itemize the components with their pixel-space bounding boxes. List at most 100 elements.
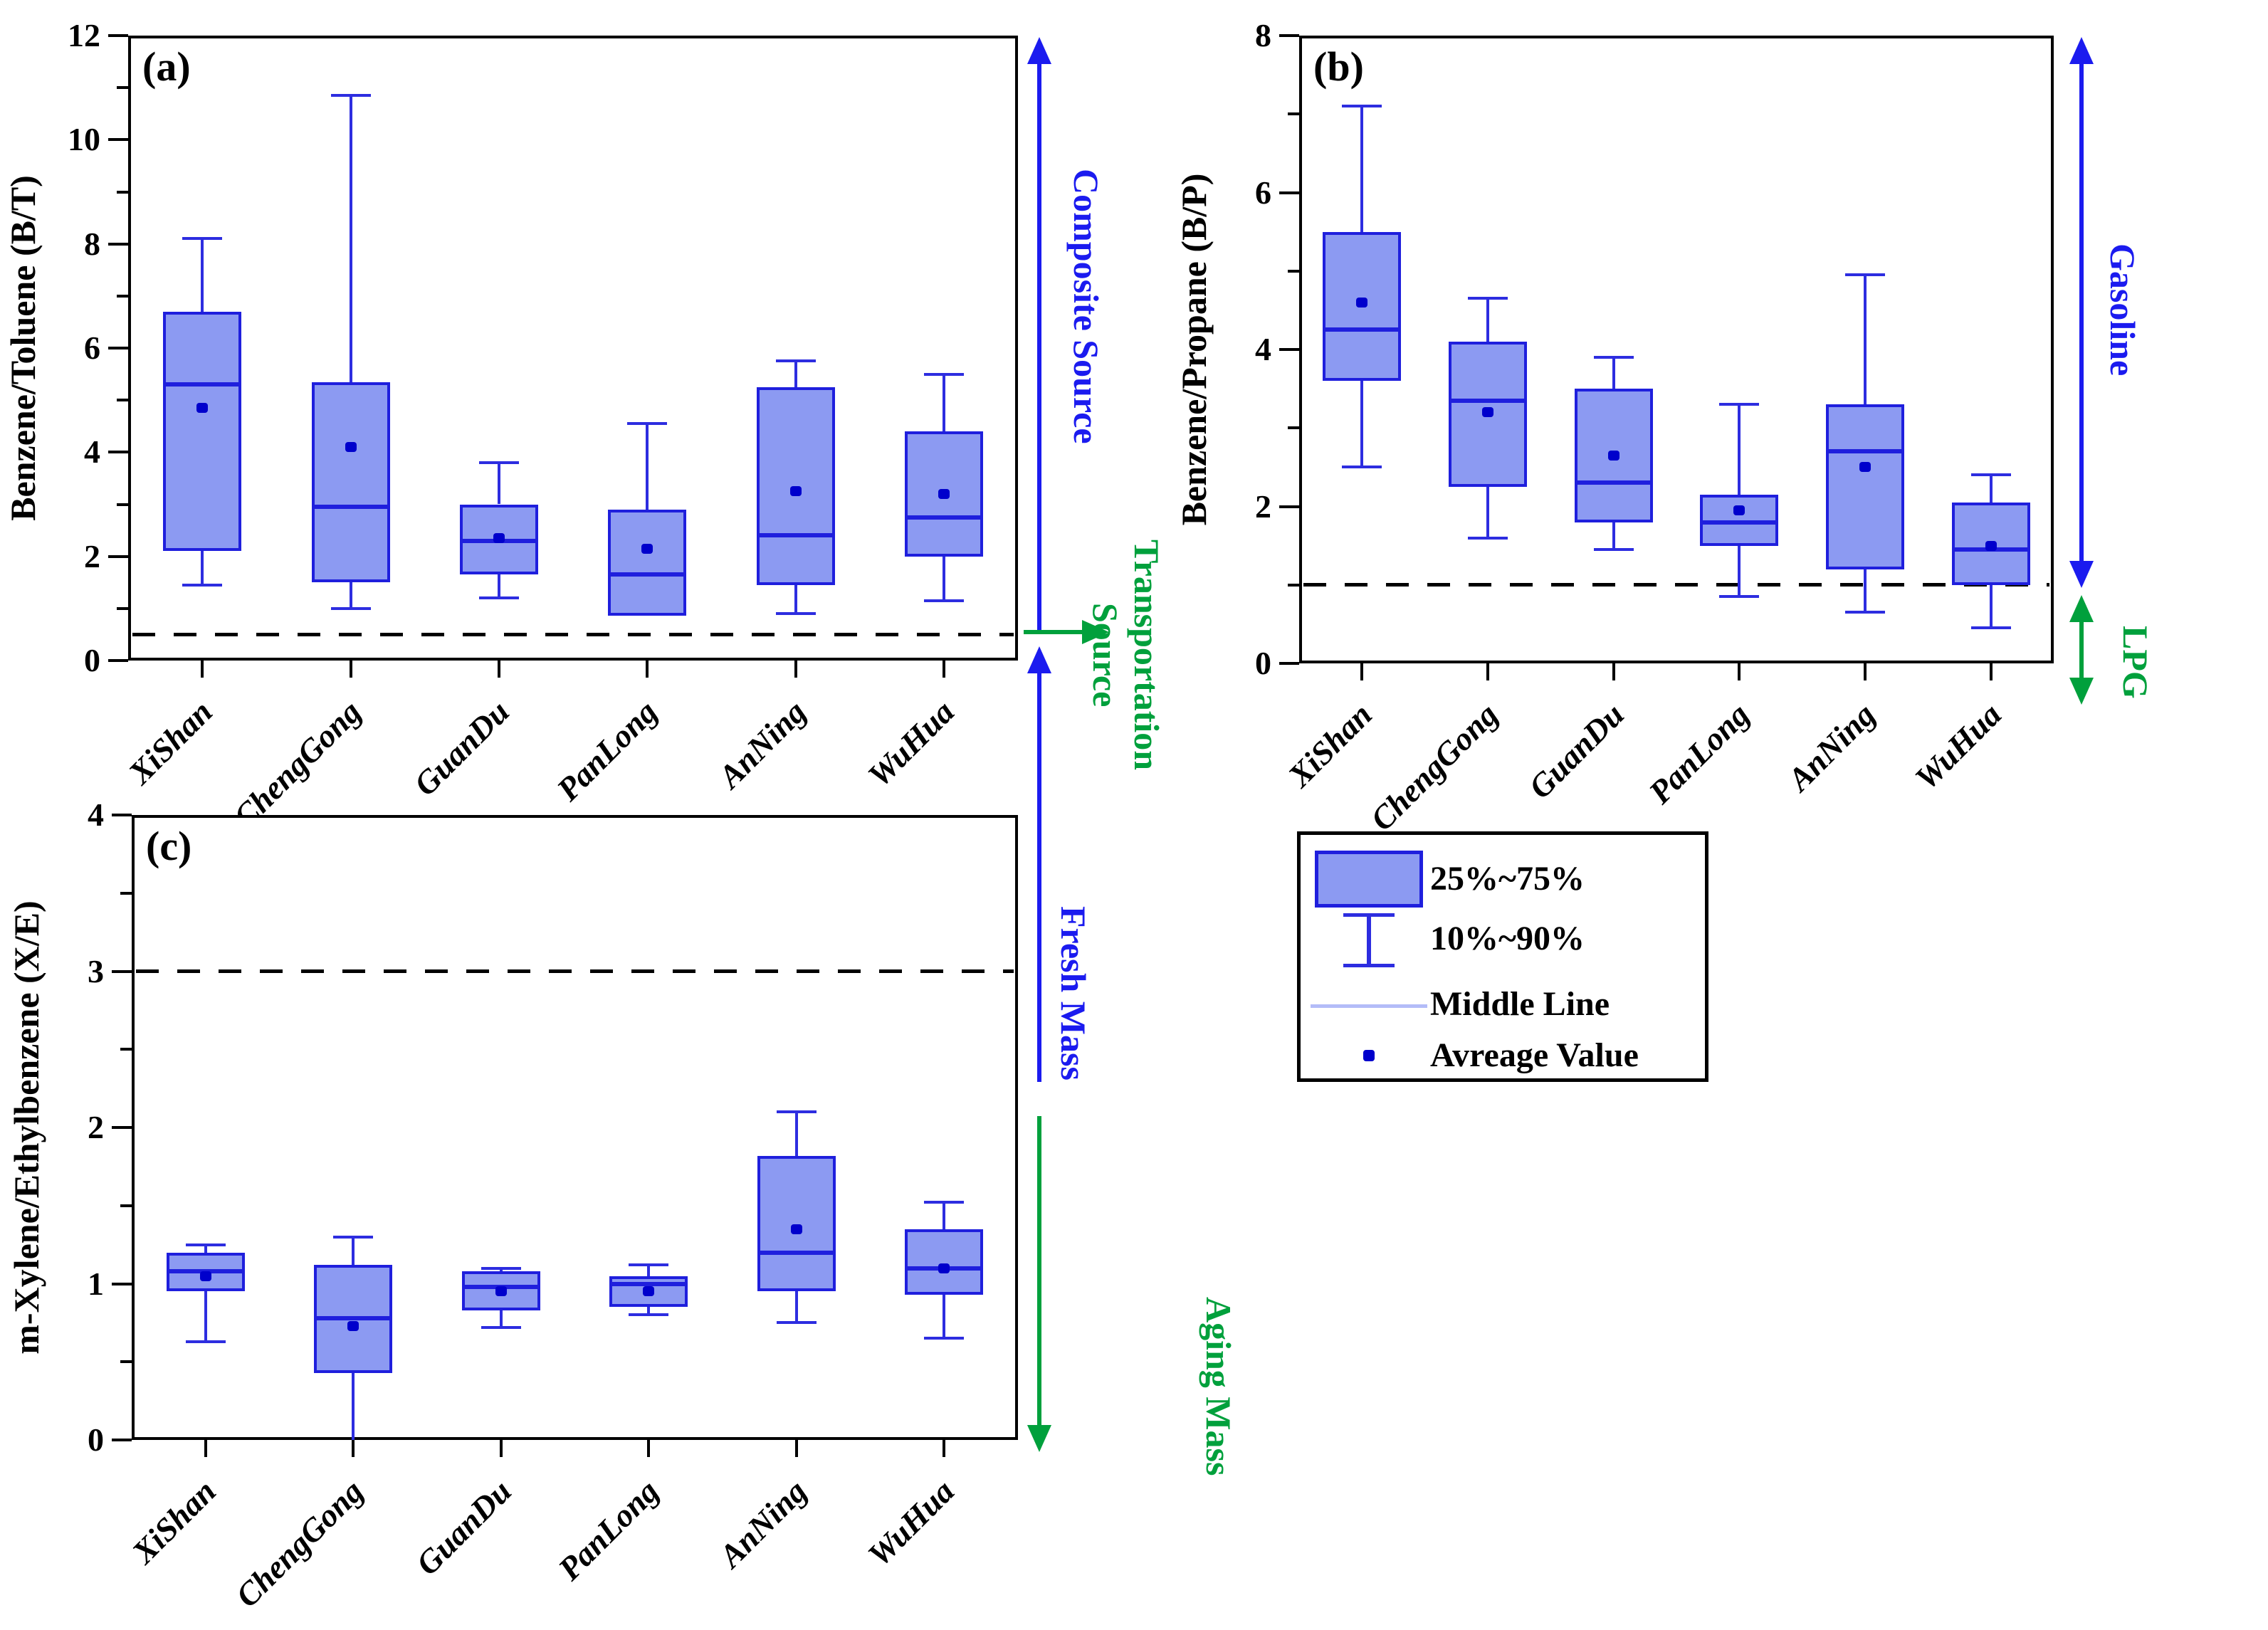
panel-a-tag: (a): [142, 43, 191, 90]
panel-a-frame: [128, 36, 1018, 661]
box-plot-box: [1826, 404, 1904, 569]
whisker-cap: [923, 372, 964, 376]
gasoline-arrowhead-up-icon: [2069, 37, 2094, 64]
whisker: [204, 1291, 207, 1342]
y-minor-tick: [120, 891, 132, 895]
box-plot-box: [905, 1229, 984, 1295]
whisker: [1989, 584, 1993, 629]
median-line: [608, 572, 687, 577]
y-major-tick: [112, 969, 132, 973]
whisker-cap: [1342, 105, 1382, 108]
y-minor-tick: [117, 503, 128, 506]
y-minor-tick: [117, 606, 128, 610]
y-tick-label: 4: [1255, 331, 1271, 367]
whisker: [497, 462, 500, 505]
y-tick-label: 10: [68, 121, 100, 158]
x-tick: [204, 1440, 207, 1457]
y-major-tick: [108, 554, 128, 558]
mean-dot: [790, 1224, 802, 1234]
x-tick: [1989, 663, 1993, 680]
lpg-arrowhead-down-icon: [2069, 678, 2094, 705]
x-tick: [1360, 663, 1364, 680]
median-line: [1826, 449, 1904, 454]
box-plot-box: [311, 382, 390, 583]
whisker: [499, 1268, 503, 1271]
mean-dot: [199, 1271, 211, 1281]
whisker: [497, 574, 500, 599]
whisker: [794, 584, 797, 614]
whisker: [1989, 475, 1993, 503]
whisker-cap: [481, 1266, 521, 1270]
mean-dot: [495, 1286, 507, 1297]
whisker-cap: [481, 1325, 521, 1329]
whisker-cap: [775, 612, 816, 616]
whisker-cap: [185, 1340, 226, 1343]
whisker-cap: [1468, 536, 1508, 540]
transportation-source-label: Transportation Source: [1082, 463, 1167, 847]
whisker: [942, 556, 945, 601]
median-line: [1574, 480, 1653, 485]
whisker: [943, 1202, 946, 1229]
whisker-cap: [629, 1263, 669, 1267]
y-tick-label: 0: [1255, 645, 1271, 681]
median-line: [314, 1315, 393, 1320]
mean-dot: [345, 442, 357, 453]
whisker-cap: [923, 599, 964, 602]
y-major-tick: [108, 659, 128, 662]
panel-c-frame: [132, 815, 1018, 1440]
whisker-cap: [330, 606, 371, 610]
y-minor-tick: [117, 294, 128, 298]
legend-box: 25%~75% 10%~90% Middle Line Avreage Valu…: [1297, 831, 1708, 1082]
median-line: [311, 505, 390, 510]
fresh-mass-arrowhead-up-icon: [1027, 646, 1051, 673]
whisker: [1612, 357, 1615, 389]
mean-dot: [938, 488, 950, 499]
lpg-arrowhead-up-icon: [2069, 595, 2094, 622]
legend-item-label: Middle Line: [1430, 985, 1610, 1023]
whisker-cap: [185, 1243, 226, 1246]
whisker-cap: [478, 461, 519, 464]
y-major-tick: [108, 34, 128, 37]
y-minor-tick: [1288, 112, 1299, 116]
x-tick: [1738, 663, 1741, 680]
y-minor-tick: [120, 1360, 132, 1364]
y-minor-tick: [117, 190, 128, 194]
whisker-cap: [1719, 595, 1760, 599]
panel-b-tag: (b): [1313, 43, 1364, 90]
x-tick: [497, 661, 500, 678]
y-tick-label: 0: [84, 642, 100, 678]
y-tick-label: 2: [84, 537, 100, 574]
x-tick: [794, 661, 797, 678]
whisker: [1486, 298, 1489, 342]
y-minor-tick: [1288, 426, 1299, 430]
legend-item-label: Avreage Value: [1430, 1036, 1639, 1074]
whisker-cap: [1845, 611, 1885, 614]
legend-item-label: 25%~75%: [1430, 860, 1585, 898]
mean-dot: [1482, 407, 1493, 418]
legend-box-swatch: [1315, 851, 1423, 908]
mean-dot: [1985, 540, 1997, 551]
y-major-tick: [112, 1126, 132, 1129]
mean-dot: [1859, 462, 1871, 473]
whisker-cap: [924, 1337, 965, 1340]
whisker-cap: [182, 583, 223, 587]
whisker-cap: [627, 422, 668, 426]
y-axis-label-b: Benzene/Propane (B/P): [1174, 173, 1214, 526]
legend-item-label: 10%~90%: [1430, 920, 1585, 957]
y-major-tick: [108, 347, 128, 349]
y-major-tick: [108, 138, 128, 142]
whisker: [1360, 106, 1364, 232]
whisker: [1486, 486, 1489, 538]
box-plot-box: [757, 1155, 836, 1292]
gasoline-label: Gasoline: [2103, 243, 2143, 377]
y-tick-label: 2: [1255, 488, 1271, 525]
fresh-mass-label: Fresh Mass: [1054, 905, 1093, 1080]
transportation-label-line1: Transportation: [1127, 539, 1167, 771]
mean-dot: [938, 1263, 950, 1273]
transportation-source-arrowhead-right-icon: [1082, 620, 1109, 644]
mean-dot: [493, 533, 505, 544]
box-plot-box: [608, 509, 687, 616]
y-major-tick: [1279, 34, 1299, 37]
whisker-cap: [1468, 297, 1508, 300]
y-tick-label: 2: [88, 1109, 104, 1145]
